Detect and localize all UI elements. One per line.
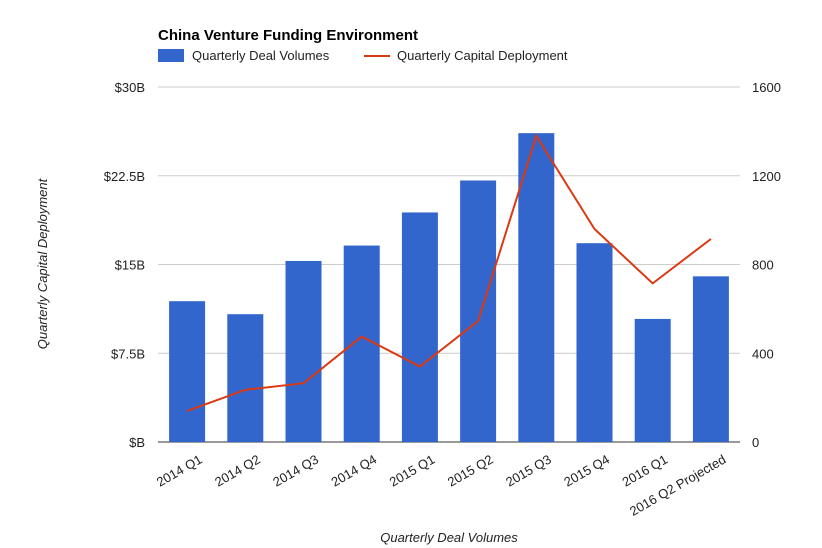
chart-title: China Venture Funding Environment bbox=[158, 27, 418, 44]
bar bbox=[576, 243, 613, 442]
x-axis-title: Quarterly Deal Volumes bbox=[380, 530, 518, 545]
bar bbox=[169, 301, 206, 442]
legend-label-deal-volumes: Quarterly Deal Volumes bbox=[192, 48, 330, 63]
x-axis-tick-label: 2014 Q4 bbox=[329, 452, 380, 490]
bar bbox=[518, 133, 555, 442]
bar bbox=[460, 180, 497, 442]
x-axis-tick-label: 2014 Q2 bbox=[212, 452, 263, 490]
legend: Quarterly Deal Volumes Quarterly Capital… bbox=[158, 48, 568, 63]
bar bbox=[634, 318, 671, 442]
left-axis-tick-label: $B bbox=[129, 435, 145, 450]
right-axis-tick-label: 0 bbox=[752, 435, 759, 450]
left-axis-ticks: $B $7.5B $15B $22.5B $30B bbox=[104, 80, 145, 450]
left-axis-tick-label: $22.5B bbox=[104, 169, 145, 184]
x-axis-tick-label: 2016 Q2 Projected bbox=[627, 452, 728, 519]
left-axis-title: Quarterly Capital Deployment bbox=[35, 177, 50, 349]
x-axis-ticks: 2014 Q1 2014 Q2 2014 Q3 2014 Q4 2015 Q1 2015 … bbox=[154, 452, 728, 519]
bar bbox=[401, 212, 438, 442]
left-axis-tick-label: $30B bbox=[115, 80, 145, 95]
bar bbox=[285, 260, 322, 442]
legend-label-capital-deployment: Quarterly Capital Deployment bbox=[397, 48, 568, 63]
bar-series bbox=[169, 133, 729, 442]
legend-swatch-deal-volumes bbox=[158, 49, 184, 62]
x-axis-tick-label: 2014 Q1 bbox=[154, 452, 205, 490]
right-axis-tick-label: 400 bbox=[752, 346, 774, 361]
right-axis-tick-label: 800 bbox=[752, 258, 774, 273]
right-axis-tick-label: 1200 bbox=[752, 169, 781, 184]
x-axis-tick-label: 2014 Q3 bbox=[270, 452, 321, 490]
line-series bbox=[186, 133, 712, 412]
right-axis-tick-label: 1600 bbox=[752, 80, 781, 95]
x-axis-tick-label: 2015 Q3 bbox=[503, 452, 554, 490]
left-axis-tick-label: $15B bbox=[115, 258, 145, 273]
bar bbox=[227, 314, 264, 442]
x-axis-tick-label: 2015 Q2 bbox=[445, 452, 496, 490]
capital-deployment-line bbox=[186, 133, 712, 412]
left-axis-tick-label: $7.5B bbox=[111, 346, 145, 361]
x-axis-tick-label: 2015 Q4 bbox=[561, 452, 612, 490]
bar bbox=[692, 276, 729, 442]
x-axis-tick-label: 2015 Q1 bbox=[387, 452, 438, 490]
x-axis-tick-label: 2016 Q1 bbox=[620, 452, 671, 490]
right-axis-ticks: 0 400 800 1200 1600 bbox=[752, 80, 781, 450]
